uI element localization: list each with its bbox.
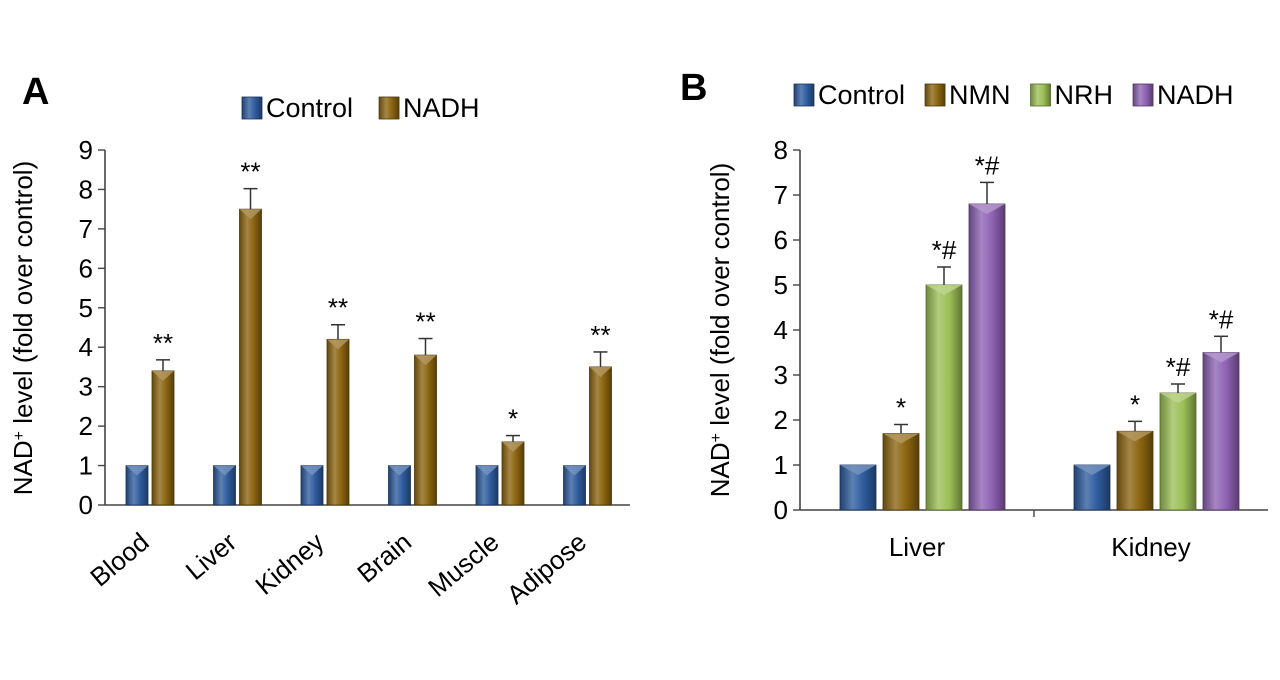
panel-a-significance-nadh-muscle: * xyxy=(508,404,518,434)
panel-b-bar-nrh-liver xyxy=(925,284,963,511)
panel-b-bar-nmn-kidney xyxy=(1116,430,1154,511)
panel-a-bar-bevel xyxy=(327,339,349,350)
panel-a-category-label-liver: Liver xyxy=(180,526,243,585)
panel-a-legend-label-nadh: NADH xyxy=(403,93,480,123)
panel-a-y-tick-label: 7 xyxy=(79,214,93,244)
panel-b-bar-bevel xyxy=(1117,431,1153,442)
panel-b-significance-nmn-kidney: * xyxy=(1130,389,1140,419)
panel-b-bar-bevel xyxy=(969,204,1005,214)
panel-b-label: B xyxy=(680,67,707,109)
panel-a-y-axis-label: NAD+ level (fold over control) xyxy=(8,161,38,495)
panel-a-y-tick-label: 1 xyxy=(79,451,93,481)
panel-b-y-tick-label: 2 xyxy=(774,405,788,435)
panel-b-bar-nmn-liver xyxy=(882,433,920,511)
panel-a: A Control NADH NAD+ level (fold over cont… xyxy=(8,71,630,610)
panel-b-y-tick-label: 3 xyxy=(774,360,788,390)
panel-a-significance-nadh-blood: ** xyxy=(153,328,173,358)
panel-b-bar-nadh-liver xyxy=(968,203,1006,511)
panel-a-plot-area: 0 1 2 3 4 5 6 7 8 9 Blood ** Liver ** Kidney ** Brain ** M… xyxy=(79,135,630,610)
panel-a-bar-bevel xyxy=(239,209,262,220)
panel-b-bar-nadh-kidney xyxy=(1202,352,1240,511)
panel-a-significance-nadh-brain: ** xyxy=(415,307,435,337)
panel-a-y-tick-label: 2 xyxy=(79,411,93,441)
panel-b-y-tick-label: 6 xyxy=(774,225,788,255)
panel-b-legend-label-control: Control xyxy=(818,80,905,110)
panel-b-category-label-liver: Liver xyxy=(889,532,946,562)
panel-b-legend-swatch-nadh xyxy=(1132,83,1154,107)
panel-a-y-tick-label: 5 xyxy=(79,293,93,323)
panel-a-label: A xyxy=(22,71,49,113)
panel-a-bar-bevel xyxy=(301,465,323,476)
panel-a-category-label-blood: Blood xyxy=(84,527,154,593)
panel-a-category-label-kidney: Kidney xyxy=(249,527,329,601)
panel-a-y-tick-label: 8 xyxy=(79,174,93,204)
panel-a-legend-swatch-control xyxy=(241,96,263,120)
panel-a-bar-bevel xyxy=(476,465,498,476)
panel-a-y-tick-label: 4 xyxy=(79,332,93,362)
panel-a-bar-bevel xyxy=(589,366,612,377)
panel-b-y-tick-label: 5 xyxy=(774,270,788,300)
panel-b-y-tick-label: 4 xyxy=(774,315,788,345)
panel-b-significance-nadh-liver: *# xyxy=(975,150,1000,180)
panel-a-bar-bevel xyxy=(388,465,411,476)
panel-a-bar-nadh-liver xyxy=(239,208,262,506)
panel-b-significance-nmn-liver: * xyxy=(896,393,906,423)
panel-a-bar-bevel xyxy=(152,370,174,381)
panel-b-significance-nrh-kidney: *# xyxy=(1166,352,1191,382)
panel-a-y-tick-label: 6 xyxy=(79,253,93,283)
panel-b-category-label-kidney: Kidney xyxy=(1111,532,1191,562)
panel-a-bar-bevel xyxy=(563,465,586,476)
panel-b-y-axis-label: NAD+ level (fold over control) xyxy=(705,163,735,497)
panel-b-legend-swatch-nrh xyxy=(1030,83,1051,107)
panel-a-bar-bevel xyxy=(213,465,236,476)
panel-b-bar-bevel xyxy=(1074,465,1110,475)
panel-a-bar-nadh-kidney xyxy=(326,338,350,506)
panel-a-legend-swatch-nadh xyxy=(378,96,400,120)
panel-b-legend: Control NMN NRH NADH xyxy=(793,80,1234,110)
panel-b-bar-bevel xyxy=(1203,352,1239,363)
panel-a-legend: Control NADH xyxy=(241,93,480,123)
panel-a-bar-bevel xyxy=(126,465,148,476)
panel-b-bar-nrh-kidney xyxy=(1159,392,1197,511)
panel-a-category-label-brain: Brain xyxy=(351,527,417,589)
panel-b-plot-area: 0 1 2 3 4 5 6 7 8 Liver * *# *# Kidney * *# *# xyxy=(774,135,1268,562)
panel-a-y-tick-label: 9 xyxy=(79,135,93,165)
panel-a-y-tick-label: 3 xyxy=(79,372,93,402)
panel-a-bar-nadh-adipose xyxy=(589,366,612,506)
panel-b-y-tick-label: 0 xyxy=(774,495,788,525)
panel-b-legend-label-nadh: NADH xyxy=(1157,80,1234,110)
panel-b-y-tick-label: 8 xyxy=(774,135,788,165)
panel-a-bar-nadh-blood xyxy=(151,370,175,506)
panel-b-y-tick-label: 7 xyxy=(774,180,788,210)
panel-a-significance-nadh-kidney: ** xyxy=(328,293,348,323)
panel-b-legend-swatch-nmn xyxy=(924,83,946,107)
panel-a-significance-nadh-liver: ** xyxy=(240,157,260,187)
panel-b-significance-nadh-kidney: *# xyxy=(1209,304,1234,334)
panel-b-legend-label-nmn: NMN xyxy=(949,80,1011,110)
panel-b-y-tick-label: 1 xyxy=(774,450,788,480)
panel-a-bar-nadh-brain xyxy=(414,354,437,506)
panel-a-bar-bevel xyxy=(414,355,437,366)
panel-a-category-label-muscle: Muscle xyxy=(422,527,504,603)
panel-a-y-tick-label: 0 xyxy=(79,490,93,520)
panel-a-significance-nadh-adipose: ** xyxy=(590,320,610,350)
panel-b-bar-bevel xyxy=(926,285,962,295)
panel-b-bar-bevel xyxy=(840,465,876,475)
panel-b-bar-bevel xyxy=(883,433,919,444)
panel-a-category-label-adipose: Adipose xyxy=(501,527,592,610)
panel-a-legend-label-control: Control xyxy=(266,93,353,123)
panel-b: B Control NMN NRH NADH NAD+ level (fold ove… xyxy=(680,67,1268,562)
panel-b-significance-nrh-liver: *# xyxy=(932,235,957,265)
panel-b-bar-bevel xyxy=(1160,393,1196,403)
panel-b-legend-swatch-control xyxy=(793,83,815,107)
panel-b-legend-label-nrh: NRH xyxy=(1055,80,1114,110)
panel-a-bar-bevel xyxy=(502,441,524,452)
